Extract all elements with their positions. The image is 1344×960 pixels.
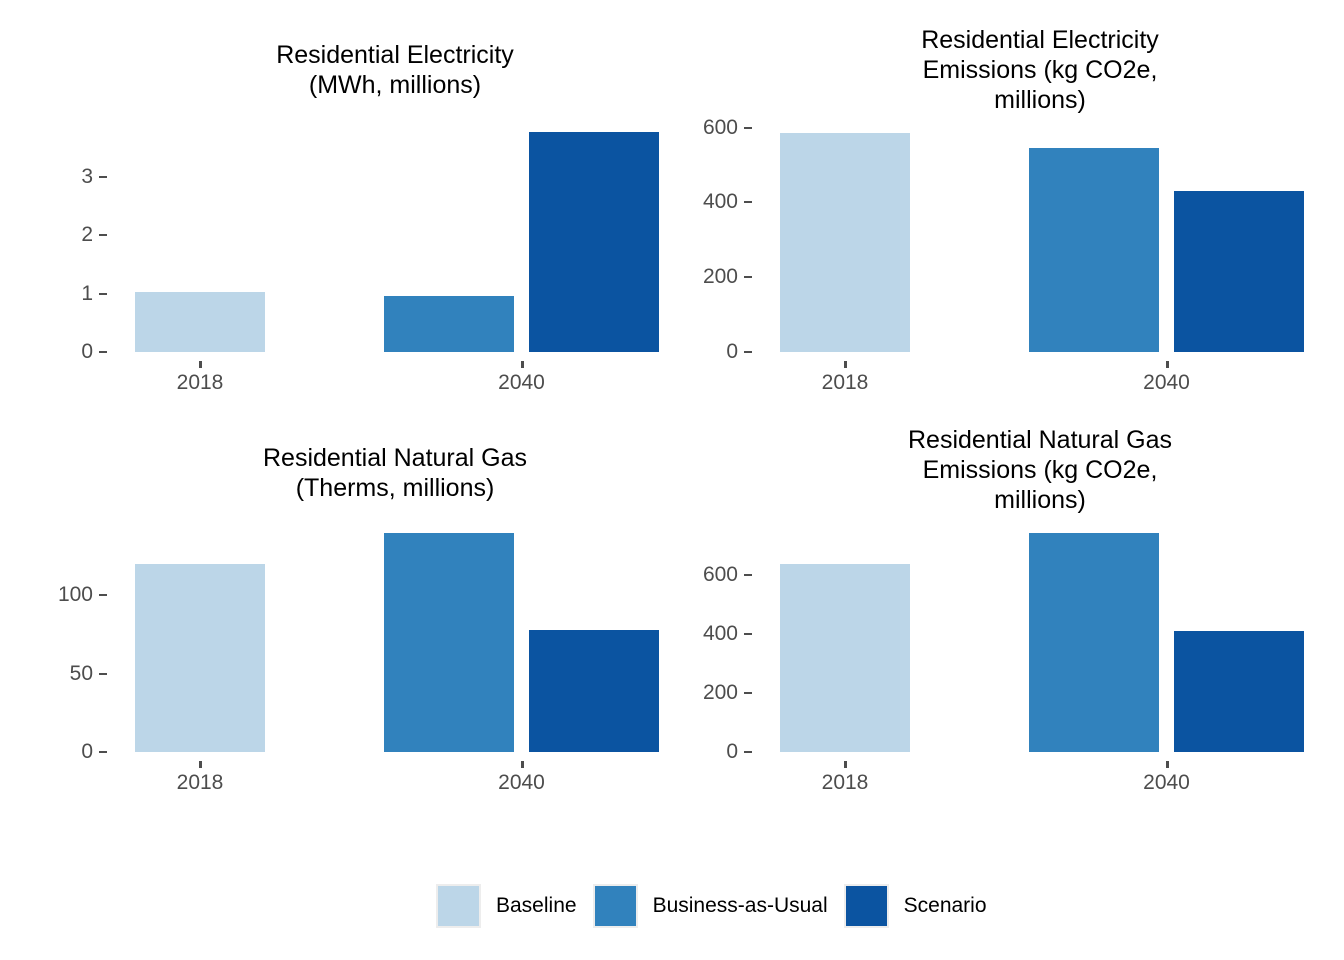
chart-title-line: (MWh, millions) <box>308 71 482 99</box>
y-axis-tick-mark <box>744 126 752 129</box>
chart-title-line: (Therms, millions) <box>295 474 495 502</box>
bar-business-as-usual-2040 <box>1029 148 1159 352</box>
y-axis-tick-mark <box>744 276 752 279</box>
y-axis-tick-mark <box>744 633 752 636</box>
chart-title-line: Emissions (kg CO2e, <box>922 56 1158 84</box>
x-axis-tick-mark <box>1165 761 1169 768</box>
y-axis-tick-mark <box>744 692 752 695</box>
bar-baseline-2018 <box>135 563 265 752</box>
x-axis-tick-label: 2018 <box>176 771 224 794</box>
y-axis-tick-mark <box>99 751 107 753</box>
x-axis-tick-label: 2040 <box>498 371 545 394</box>
chart-title: Residential Electricity Emissions (kg CO2… <box>755 25 1325 115</box>
chart-title: Residential Electricity (MWh, millions) <box>110 40 680 100</box>
chart-title-line: Residential Electricity <box>276 41 514 69</box>
y-axis-tick-label: 0 <box>81 740 93 763</box>
chart-title-line: Residential Natural Gas <box>907 426 1172 454</box>
x-axis-tick-label: 2040 <box>1143 771 1190 794</box>
bar-business-as-usual-2040 <box>1029 532 1159 752</box>
chart-title-line: Emissions (kg CO2e, <box>922 456 1158 484</box>
legend-label: Scenario <box>903 894 987 917</box>
bar-scenario-2040 <box>529 629 659 752</box>
bar-baseline-2018 <box>780 563 910 752</box>
y-axis-tick-mark <box>99 351 107 353</box>
legend-swatch-scenario <box>843 884 889 928</box>
x-axis-tick-mark <box>199 761 202 768</box>
x-axis-tick-mark <box>520 361 524 368</box>
bar-scenario-2040 <box>1174 631 1304 752</box>
y-axis-tick-label: 600 <box>702 115 738 139</box>
y-axis-tick-label: 1 <box>81 281 93 305</box>
chart-title-line: millions) <box>994 86 1086 114</box>
bar-scenario-2040 <box>529 132 659 352</box>
x-axis-tick-mark <box>844 361 847 368</box>
bar-business-as-usual-2040 <box>384 532 514 752</box>
x-axis-tick-mark <box>1165 361 1169 368</box>
chart-panel-residential-electricity: Residential Electricity (MWh, millions) 0 1… <box>0 0 672 420</box>
y-axis-tick-label: 2 <box>81 223 93 247</box>
legend-label: Baseline <box>496 894 577 917</box>
chart-title-line: Residential Natural Gas <box>262 444 527 472</box>
y-axis-tick-label: 3 <box>81 164 93 188</box>
chart-panel-residential-electricity-emissions: Residential Electricity Emissions (kg CO2… <box>672 0 1344 420</box>
y-axis-tick-label: 600 <box>702 563 738 587</box>
y-axis-tick-mark <box>99 292 107 295</box>
legend: Baseline Business-as-Usual Scenario <box>436 884 987 928</box>
x-axis-tick-mark <box>844 761 847 768</box>
y-axis-tick-mark <box>99 672 107 675</box>
x-axis-tick-mark <box>520 761 524 768</box>
x-axis-tick-label: 2018 <box>176 371 224 394</box>
chart-title-line: millions) <box>994 486 1086 514</box>
x-axis-tick-mark <box>199 361 202 368</box>
legend-label: Business-as-Usual <box>652 894 828 917</box>
x-axis-tick-label: 2040 <box>498 771 545 794</box>
x-axis-tick-label: 2018 <box>821 371 869 394</box>
chart-panel-residential-natural-gas: Residential Natural Gas (Therms, millions… <box>0 420 672 840</box>
y-axis-tick-mark <box>744 751 752 753</box>
bar-baseline-2018 <box>135 291 265 352</box>
y-axis-tick-label: 0 <box>81 340 93 363</box>
y-axis-tick-label: 50 <box>69 661 93 685</box>
y-axis-tick-mark <box>99 594 107 597</box>
bar-baseline-2018 <box>780 133 910 352</box>
y-axis-tick-label: 400 <box>702 622 738 646</box>
legend-item-baseline: Baseline <box>436 884 577 928</box>
chart-panel-residential-natural-gas-emissions: Residential Natural Gas Emissions (kg CO2… <box>672 420 1344 840</box>
x-axis-tick-label: 2040 <box>1143 371 1190 394</box>
chart-title: Residential Natural Gas (Therms, millions… <box>110 443 680 503</box>
legend-swatch-baseline <box>436 884 481 928</box>
y-axis-tick-mark <box>744 351 752 353</box>
legend-item-scenario: Scenario <box>843 884 987 928</box>
x-axis-tick-label: 2018 <box>821 771 869 794</box>
chart-title: Residential Natural Gas Emissions (kg CO2… <box>755 425 1325 515</box>
chart-title-line: Residential Electricity <box>921 26 1159 54</box>
y-axis-tick-label: 100 <box>57 583 93 607</box>
legend-swatch-business-as-usual <box>592 884 638 928</box>
y-axis-tick-mark <box>744 201 752 204</box>
y-axis-tick-mark <box>744 574 752 577</box>
y-axis-tick-label: 200 <box>702 265 738 289</box>
y-axis-tick-label: 400 <box>702 190 738 214</box>
y-axis-tick-label: 200 <box>702 681 738 705</box>
y-axis-tick-mark <box>99 175 107 178</box>
bar-business-as-usual-2040 <box>384 296 514 352</box>
bar-scenario-2040 <box>1174 191 1304 352</box>
legend-item-business-as-usual: Business-as-Usual <box>592 884 828 928</box>
y-axis-tick-label: 0 <box>726 340 738 363</box>
y-axis-tick-mark <box>99 234 107 237</box>
y-axis-tick-label: 0 <box>726 740 738 763</box>
